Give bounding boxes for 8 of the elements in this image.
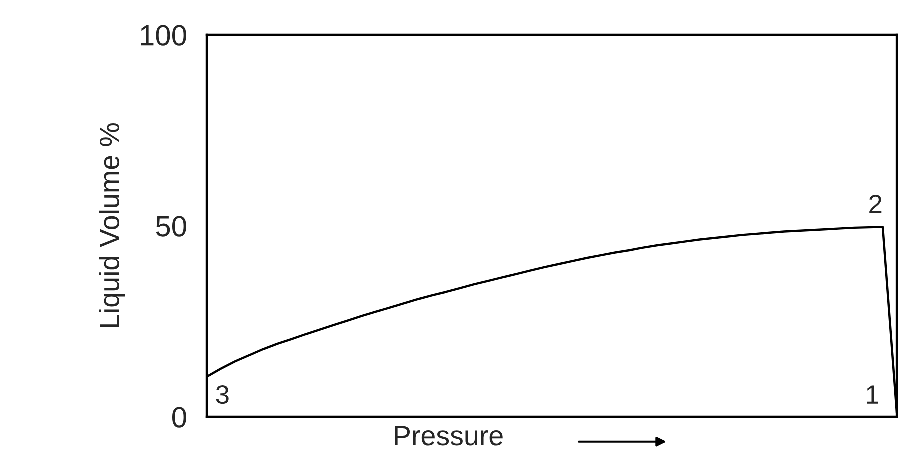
annotation: 1 [867,386,878,404]
y-axis-title: Liquid Volume % [99,124,126,328]
annotation: 3 [216,385,229,404]
y-tick-label: 0 [172,407,186,428]
y-tick-label: 100 [141,25,186,46]
y-tick-label: 50 [156,216,186,237]
x-axis-title: Pressure [395,426,503,446]
annotation: 2 [870,194,882,214]
